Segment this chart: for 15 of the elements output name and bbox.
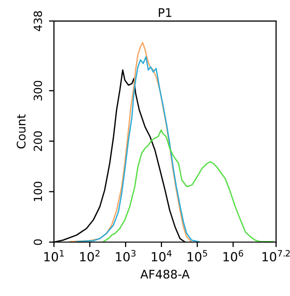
- y-tick-label: 0: [34, 239, 42, 245]
- x-tick-label: 10$^{5}$: [188, 250, 208, 262]
- x-tick-label: 10$^{7.2}$: [262, 250, 290, 262]
- y-tick-label: 200: [34, 131, 42, 151]
- x-axis-title: AF488-A: [140, 270, 190, 279]
- x-tick-label: 10$^{4}$: [152, 250, 172, 262]
- x-tick-label: 10$^{6}$: [223, 250, 244, 262]
- y-tick-label: 100: [34, 182, 42, 202]
- y-tick-label: 300: [34, 80, 42, 100]
- chart-title: P1: [158, 8, 172, 17]
- y-axis-title: Count: [16, 114, 26, 148]
- x-tick-label: 10$^{2}$: [80, 250, 100, 262]
- x-tick-label: 10$^{3}$: [116, 250, 136, 262]
- x-tick-label: 10$^{1}$: [44, 250, 64, 262]
- y-tick-label: 438: [34, 11, 42, 32]
